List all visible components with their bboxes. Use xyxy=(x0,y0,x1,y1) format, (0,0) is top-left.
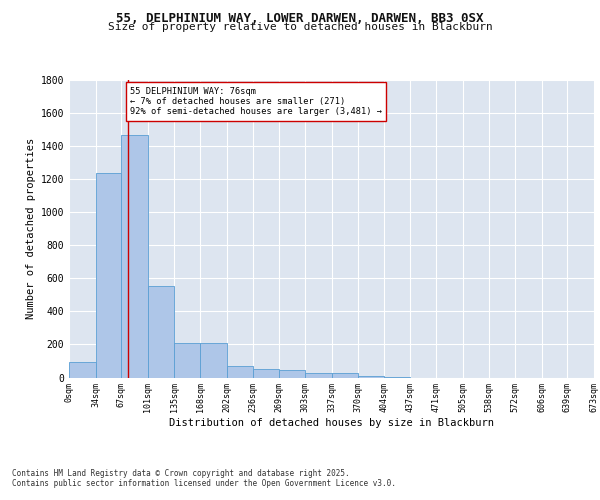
Y-axis label: Number of detached properties: Number of detached properties xyxy=(26,138,37,320)
Text: Contains public sector information licensed under the Open Government Licence v3: Contains public sector information licen… xyxy=(12,478,396,488)
Bar xyxy=(69,362,95,378)
Text: 55 DELPHINIUM WAY: 76sqm
← 7% of detached houses are smaller (271)
92% of semi-d: 55 DELPHINIUM WAY: 76sqm ← 7% of detache… xyxy=(130,86,382,117)
Text: Size of property relative to detached houses in Blackburn: Size of property relative to detached ho… xyxy=(107,22,493,32)
Bar xyxy=(305,372,332,378)
Text: Contains HM Land Registry data © Crown copyright and database right 2025.: Contains HM Land Registry data © Crown c… xyxy=(12,468,350,477)
Bar xyxy=(227,366,253,378)
Bar xyxy=(279,370,305,378)
Bar xyxy=(358,376,384,378)
Bar xyxy=(95,174,121,378)
Bar xyxy=(384,376,410,378)
Bar xyxy=(253,369,279,378)
Text: 55, DELPHINIUM WAY, LOWER DARWEN, DARWEN, BB3 0SX: 55, DELPHINIUM WAY, LOWER DARWEN, DARWEN… xyxy=(116,12,484,26)
X-axis label: Distribution of detached houses by size in Blackburn: Distribution of detached houses by size … xyxy=(169,418,494,428)
Bar xyxy=(148,286,175,378)
Bar xyxy=(121,134,148,378)
Bar xyxy=(332,374,358,378)
Bar xyxy=(175,343,200,378)
Bar xyxy=(200,343,227,378)
